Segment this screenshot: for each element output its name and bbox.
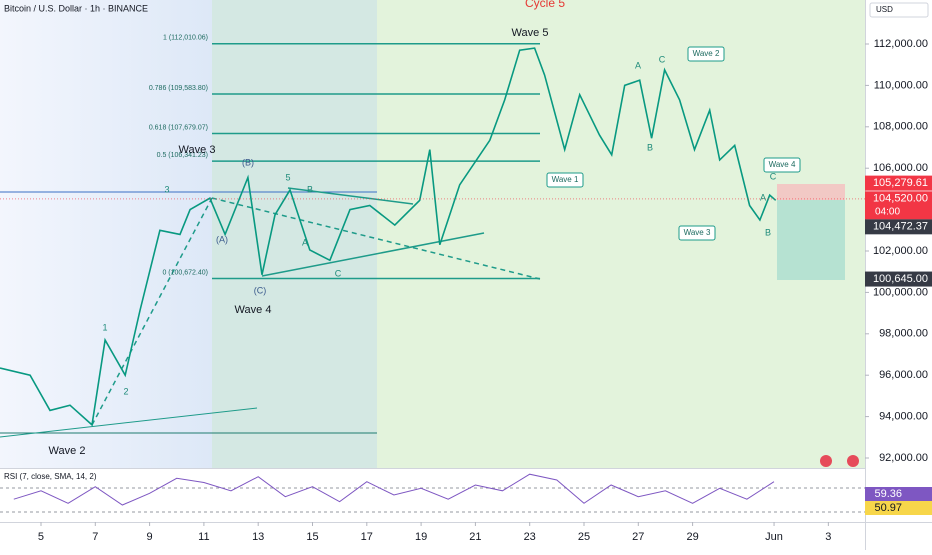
wave-label: B	[647, 142, 653, 152]
wave-label: C	[335, 268, 342, 278]
fib-label: 0.786 (109,583.80)	[149, 85, 208, 92]
x-tick-label: Jun	[765, 531, 783, 543]
y-tick-label: 106,000.00	[873, 162, 928, 174]
y-tick-label: 100,000.00	[873, 286, 928, 298]
x-tick-label: 11	[198, 531, 209, 543]
countdown: 04:00	[875, 206, 900, 217]
target-box	[777, 200, 845, 280]
wave-label: A	[635, 60, 641, 70]
wave-box	[763, 157, 801, 173]
wave-label: A	[760, 192, 766, 202]
trend-line	[261, 232, 485, 277]
x-tick-label: 27	[632, 531, 644, 543]
y-tick-label: 92,000.00	[879, 452, 928, 464]
wave-label: 1	[102, 322, 107, 332]
y-tick-label: 108,000.00	[873, 121, 928, 133]
x-tick-label: 21	[469, 531, 481, 543]
y-tick-label: 102,000.00	[873, 245, 928, 257]
wave-box	[546, 172, 584, 188]
wave-label: (A)	[216, 234, 228, 244]
wave-label: (B)	[242, 157, 254, 167]
y-tick-label: 110,000.00	[874, 79, 928, 91]
y-tick-label: 98,000.00	[879, 328, 928, 340]
wave-label: 5	[285, 172, 290, 182]
wave-label: A	[302, 237, 308, 247]
wave-label: Wave 5	[512, 27, 549, 39]
trend-line	[211, 197, 541, 280]
x-tick-label: 5	[38, 531, 44, 543]
wave-box	[687, 46, 725, 62]
trend-line	[287, 187, 414, 205]
x-tick-label: 15	[306, 531, 318, 543]
wave-label: B	[307, 184, 313, 194]
x-tick-label: 9	[147, 531, 153, 543]
fib-label: 0.618 (107,679.07)	[149, 124, 208, 131]
wave-label: 3	[164, 184, 169, 194]
rsi-pane	[0, 468, 865, 520]
wave-label: Wave 3	[179, 144, 216, 156]
rsi-last: 59.36	[874, 488, 902, 500]
x-tick-label: 19	[415, 531, 427, 543]
wave-label: Wave 2	[693, 49, 720, 58]
trend-line	[91, 197, 213, 426]
rsi-line	[13, 473, 775, 506]
wave-label: Wave 4	[769, 160, 796, 169]
currency-box[interactable]	[869, 2, 929, 18]
wave-label: Wave 1	[552, 175, 579, 184]
stop-box	[777, 184, 845, 200]
rsi-sma-last: 50.97	[874, 502, 902, 514]
x-tick-label: 25	[578, 531, 590, 543]
wave-label: C	[770, 171, 777, 181]
price-badge	[865, 219, 932, 235]
x-tick-label: 23	[524, 531, 536, 543]
event-icon[interactable]	[847, 455, 859, 467]
wave-label: B	[765, 227, 771, 237]
wave-label: C	[659, 54, 666, 64]
wave-label: Wave 4	[235, 304, 272, 316]
wave-label: (C)	[254, 285, 267, 295]
price-badge-label: 100,645.00	[873, 273, 928, 285]
rsi-sma-badge	[865, 501, 932, 515]
price-badge-label: 104,472.37	[873, 221, 928, 233]
price-badge	[865, 175, 932, 191]
wave-label: 2	[123, 386, 128, 396]
x-tick-label: 3	[825, 531, 831, 543]
symbol-title: Bitcoin / U.S. Dollar · 1h · BINANCE	[4, 3, 148, 13]
x-tick-label: 7	[92, 531, 98, 543]
price-badge-label: 104,520.00	[873, 193, 928, 205]
x-tick-label: 17	[361, 531, 373, 543]
fib-label: 0 (100,672.40)	[162, 269, 208, 276]
wave-label: Wave 2	[49, 445, 86, 457]
wave-label: Cycle 5	[525, 0, 565, 10]
y-tick-label: 94,000.00	[879, 411, 928, 423]
rsi-badge	[865, 487, 932, 501]
fib-label: 0.5 (106,341.23)	[157, 152, 208, 159]
zone	[212, 0, 377, 468]
currency: USD	[876, 5, 893, 14]
x-tick-label: 29	[686, 531, 698, 543]
price-badge	[865, 191, 932, 220]
price-badge	[865, 271, 932, 287]
wave-label: Wave 3	[684, 228, 711, 237]
x-tick-label: 13	[252, 531, 264, 543]
trend-line	[0, 407, 258, 438]
y-tick-label: 112,000.00	[874, 38, 928, 50]
price-line	[0, 47, 777, 427]
y-tick-label: 96,000.00	[879, 369, 928, 381]
rsi-title: RSI (7, close, SMA, 14, 2)	[4, 472, 97, 481]
fib-label: 1 (112,010.06)	[163, 35, 208, 42]
event-icon[interactable]	[820, 455, 832, 467]
price-badge-label: 105,279.61	[873, 177, 928, 189]
wave-box	[678, 225, 716, 241]
